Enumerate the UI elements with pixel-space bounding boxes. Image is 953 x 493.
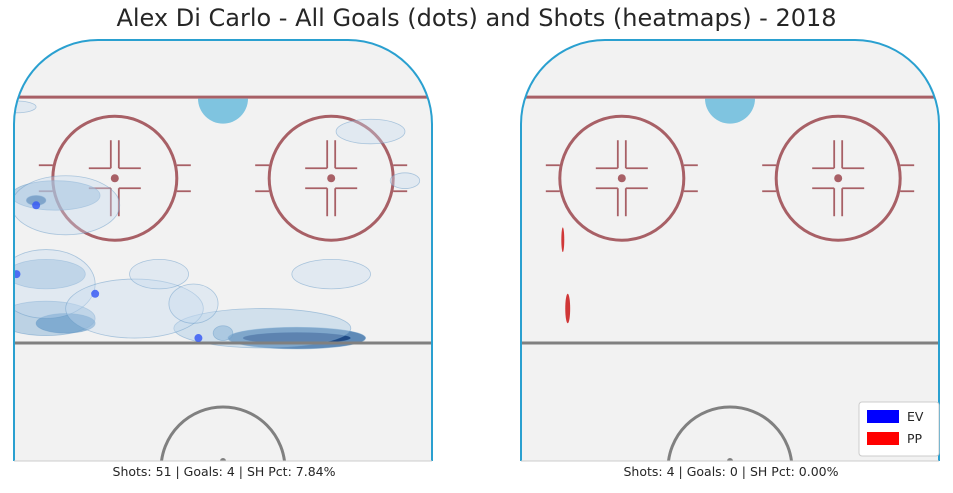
- pp-panel-caption: Shots: 4 | Goals: 0 | SH Pct: 0.00%: [623, 464, 839, 479]
- heat-blob-11: [129, 258, 189, 290]
- heat-blob-13: [335, 118, 406, 145]
- goal-dot-3: [194, 334, 203, 343]
- center-circle: [666, 405, 794, 461]
- center-dot: [220, 458, 226, 461]
- legend-label-ev: EV: [907, 409, 924, 424]
- heat-blob-9: [14, 175, 121, 236]
- heat-blob-0: [565, 293, 571, 324]
- right-faceoff-circle: [762, 114, 915, 242]
- legend-swatch-ev: [867, 410, 899, 423]
- left-faceoff-circle: [38, 114, 191, 242]
- heat-blob-16: [389, 172, 421, 189]
- ev-panel: [13, 39, 433, 462]
- boards: [13, 39, 433, 461]
- heat-blob-12: [291, 258, 371, 290]
- center-circle: [159, 405, 287, 461]
- goal-crease: [705, 98, 755, 124]
- goal-dot-0: [32, 201, 41, 210]
- shot-heatmap: [561, 227, 571, 324]
- heat-blob-1: [561, 227, 565, 253]
- heat-blob-5: [14, 258, 86, 290]
- figure-title: Alex Di Carlo - All Goals (dots) and Sho…: [116, 4, 837, 32]
- heat-blob-14: [168, 283, 219, 324]
- boards: [520, 39, 940, 461]
- goal-crease: [198, 98, 248, 124]
- left-faceoff-circle: [545, 114, 698, 242]
- heat-blob-17: [212, 325, 234, 341]
- ice-markings: [521, 95, 939, 461]
- right-faceoff-circle: [255, 114, 408, 242]
- heat-blob-10: [65, 278, 204, 339]
- pp-panel: [520, 39, 940, 462]
- legend-label-pp: PP: [907, 431, 923, 446]
- center-dot: [727, 458, 733, 461]
- legend-swatch-pp: [867, 432, 899, 445]
- goal-dot-2: [91, 289, 100, 298]
- ev-panel-caption: Shots: 51 | Goals: 4 | SH Pct: 7.84%: [112, 464, 336, 479]
- heat-blob-15: [14, 100, 37, 114]
- legend: EV PP: [858, 401, 940, 457]
- ice-markings: [14, 95, 432, 461]
